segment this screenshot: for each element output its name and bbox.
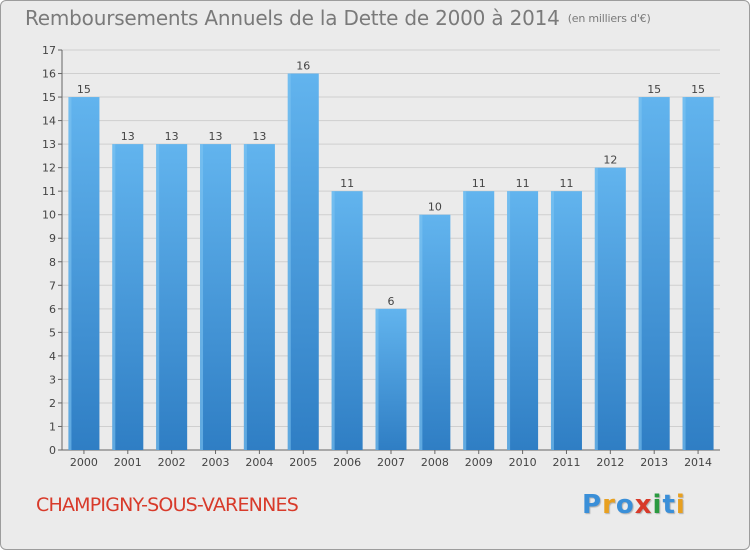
- bar: [112, 144, 144, 450]
- chart-subtitle: (en milliers d'€): [567, 12, 651, 25]
- bar-highlight: [463, 191, 467, 451]
- bar-highlight: [550, 191, 554, 451]
- x-tick-label: 2013: [640, 456, 668, 469]
- logo-letter: P: [582, 490, 603, 520]
- bar-value-label: 11: [472, 177, 486, 190]
- x-tick-label: 2010: [509, 456, 537, 469]
- labels: 15 13 13 13 13 16 11 6 10 11 11 11 12 15 15: [77, 60, 705, 308]
- logo-letter: o: [615, 490, 635, 520]
- proxiti-logo: Proxiti: [582, 490, 686, 520]
- bar-value-label: 15: [77, 83, 91, 96]
- x-tick-label: 2014: [684, 456, 712, 469]
- bar: [550, 191, 582, 451]
- bar-value-label: 11: [559, 177, 573, 190]
- bar-highlight: [375, 308, 379, 450]
- bar-highlight: [112, 144, 116, 450]
- y-tick-label: 11: [42, 185, 56, 198]
- bar-value-label: 13: [252, 130, 266, 143]
- x-tick-label: 2006: [333, 456, 361, 469]
- y-tick-label: 3: [49, 373, 56, 386]
- bar: [375, 308, 407, 450]
- y-tick-label: 10: [42, 209, 56, 222]
- y-tick-label: 12: [42, 162, 56, 175]
- x-tick-label: 2009: [465, 456, 493, 469]
- x-tick-label: 2003: [202, 456, 230, 469]
- x-tick-label: 2007: [377, 456, 405, 469]
- bar-highlight: [507, 191, 511, 451]
- bar-value-label: 15: [691, 83, 705, 96]
- bar-value-label: 16: [296, 60, 310, 73]
- bar: [156, 144, 188, 450]
- x-tick-label: 2012: [596, 456, 624, 469]
- y-tick-label: 15: [42, 91, 56, 104]
- y-tick-label: 6: [49, 303, 56, 316]
- logo-letter: x: [634, 490, 653, 520]
- bar: [419, 214, 451, 450]
- y-tick-label: 14: [42, 115, 56, 128]
- y-tick-label: 0: [49, 444, 56, 457]
- bar-highlight: [419, 214, 423, 450]
- bar: [594, 167, 626, 450]
- bar-value-label: 12: [603, 154, 617, 167]
- chart-title: Remboursements Annuels de la Dette de 20…: [25, 6, 651, 30]
- y-tick-label: 1: [49, 420, 56, 433]
- bar: [682, 97, 714, 450]
- bar-highlight: [243, 144, 247, 450]
- bar-highlight: [156, 144, 160, 450]
- chart-title-text: Remboursements Annuels de la Dette de 20…: [25, 6, 560, 30]
- bar: [200, 144, 232, 450]
- bar: [463, 191, 495, 451]
- y-tick-label: 17: [42, 44, 56, 57]
- x-tick-label: 2002: [158, 456, 186, 469]
- bar-highlight: [594, 167, 598, 450]
- y-tick-label: 9: [49, 232, 56, 245]
- bar-value-label: 6: [388, 295, 395, 308]
- y-tick-label: 2: [49, 397, 56, 410]
- logo-letter: r: [602, 490, 616, 520]
- bar-highlight: [287, 73, 291, 450]
- y-tick-label: 7: [49, 279, 56, 292]
- bar: [68, 97, 100, 450]
- bar-value-label: 11: [516, 177, 530, 190]
- bar-highlight: [200, 144, 204, 450]
- y-tick-label: 5: [49, 326, 56, 339]
- bar-value-label: 10: [428, 201, 442, 214]
- bar-value-label: 13: [209, 130, 223, 143]
- logo-letter: t: [662, 490, 676, 520]
- bar: [243, 144, 275, 450]
- x-tick-label: 2008: [421, 456, 449, 469]
- bar: [638, 97, 670, 450]
- bar-highlight: [638, 97, 642, 450]
- bar-highlight: [331, 191, 335, 451]
- y-tick-label: 8: [49, 256, 56, 269]
- y-tick-label: 16: [42, 68, 56, 81]
- bars: [68, 73, 714, 451]
- bar-highlight: [68, 97, 72, 450]
- bar-value-label: 15: [647, 83, 661, 96]
- logo-letter: i: [675, 490, 686, 520]
- bar-value-label: 13: [165, 130, 179, 143]
- x-tick-label: 2004: [245, 456, 273, 469]
- bar: [507, 191, 539, 451]
- y-tick-label: 13: [42, 138, 56, 151]
- x-tick-label: 2011: [552, 456, 580, 469]
- x-tick-label: 2005: [289, 456, 317, 469]
- bar-value-label: 13: [121, 130, 135, 143]
- bar: [287, 73, 319, 450]
- bar-highlight: [682, 97, 686, 450]
- bar-value-label: 11: [340, 177, 354, 190]
- commune-name: CHAMPIGNY-SOUS-VARENNES: [36, 494, 299, 516]
- x-tick-label: 2000: [70, 456, 98, 469]
- x-tick-label: 2001: [114, 456, 142, 469]
- bar: [331, 191, 363, 451]
- y-tick-label: 4: [49, 350, 56, 363]
- logo-letter: i: [652, 490, 663, 520]
